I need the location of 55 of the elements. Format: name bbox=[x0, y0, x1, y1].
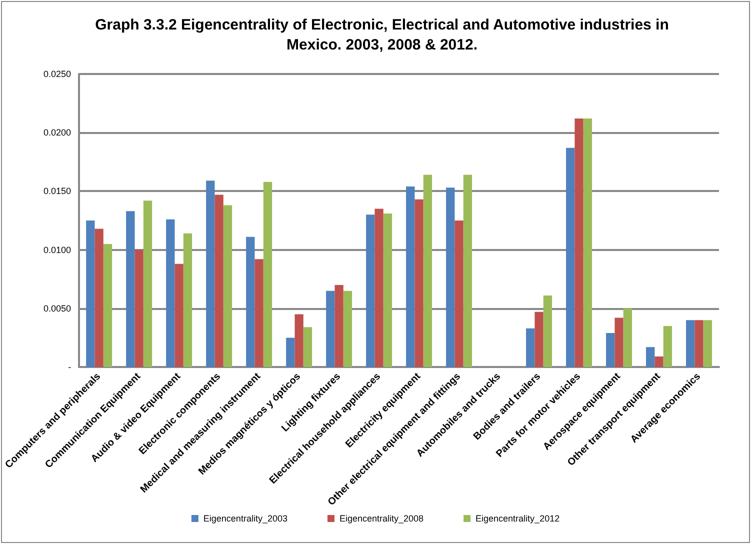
bar bbox=[366, 214, 375, 367]
bar bbox=[526, 328, 535, 367]
legend-label: Eigencentrality_2003 bbox=[203, 514, 288, 524]
bar bbox=[414, 199, 424, 367]
y-tick-label: 0.0050 bbox=[44, 303, 72, 314]
bar bbox=[263, 182, 272, 367]
bar bbox=[294, 314, 304, 367]
bar bbox=[86, 220, 95, 367]
bar bbox=[534, 312, 544, 367]
bar bbox=[686, 320, 695, 367]
y-tick-label: 0.0100 bbox=[44, 244, 72, 255]
bar bbox=[703, 320, 712, 367]
bar bbox=[134, 250, 144, 367]
bar bbox=[694, 320, 704, 367]
bar bbox=[454, 220, 464, 367]
bar bbox=[583, 118, 592, 367]
bar bbox=[166, 219, 175, 367]
chart-title: Graph 3.3.2 Eigencentrality of Electronic, Electrical and Automotive industries in Mexico. 2003, 2008 & 2012. bbox=[95, 16, 669, 54]
bar bbox=[406, 186, 415, 367]
bar bbox=[646, 347, 655, 367]
bar bbox=[543, 296, 552, 367]
legend-label: Eigencentrality_2012 bbox=[476, 514, 560, 524]
bar bbox=[654, 356, 664, 367]
bar bbox=[663, 326, 672, 367]
bar bbox=[614, 318, 624, 367]
bar bbox=[606, 333, 615, 367]
legend-label: Eigencentrality_2008 bbox=[339, 514, 424, 524]
bar bbox=[574, 118, 584, 367]
bar bbox=[423, 174, 432, 367]
bar bbox=[374, 208, 384, 367]
bar bbox=[326, 290, 335, 367]
bar bbox=[246, 236, 255, 367]
bar bbox=[623, 308, 632, 367]
bar bbox=[174, 264, 184, 367]
bar bbox=[254, 259, 264, 367]
bar bbox=[103, 244, 112, 367]
bar bbox=[126, 211, 135, 367]
bar bbox=[566, 148, 575, 367]
bar bbox=[143, 200, 152, 367]
bar bbox=[223, 205, 232, 367]
bar bbox=[286, 338, 295, 367]
bar bbox=[94, 228, 104, 367]
bar bbox=[463, 174, 472, 367]
y-tick-label: 0.0200 bbox=[44, 128, 72, 138]
bar bbox=[383, 213, 392, 367]
bar bbox=[206, 180, 215, 367]
y-tick-label: 0.0250 bbox=[44, 69, 72, 79]
y-tick-label: - bbox=[68, 362, 72, 372]
bar bbox=[334, 284, 344, 367]
bar bbox=[183, 233, 192, 367]
bar bbox=[343, 290, 352, 367]
y-tick-label: 0.0150 bbox=[44, 186, 72, 196]
bar bbox=[446, 188, 455, 367]
bar bbox=[214, 194, 224, 367]
bar bbox=[303, 327, 312, 367]
